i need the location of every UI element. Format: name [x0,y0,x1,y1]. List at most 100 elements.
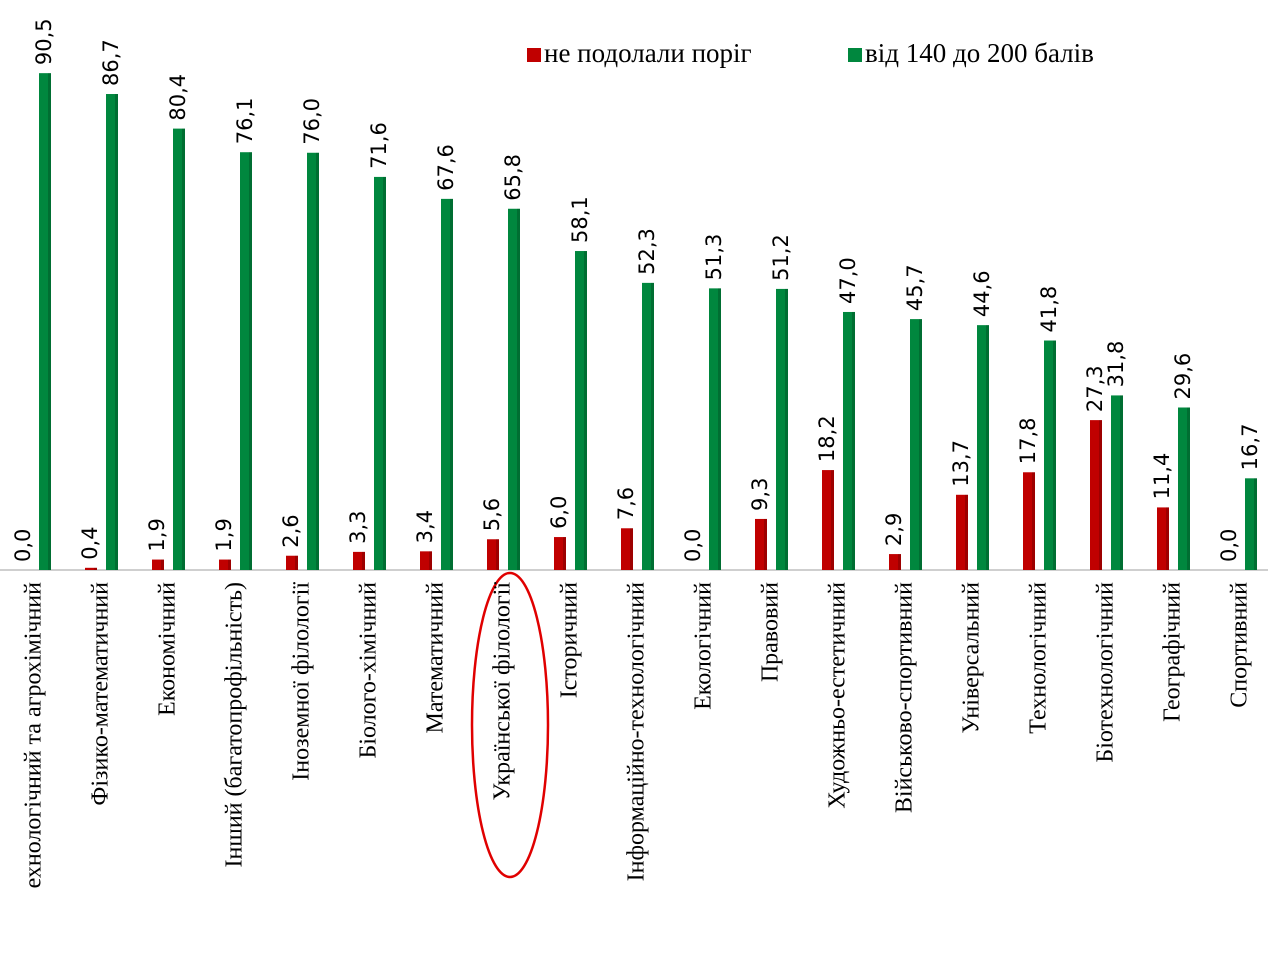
x-tick-label: Інформаційно-технологічний [624,582,650,881]
value-label: 58,1 [568,196,592,243]
value-label: 45,7 [903,264,927,311]
value-label: 76,1 [233,97,257,144]
bar [286,555,298,570]
bar-shade [898,554,901,570]
bar [977,325,989,570]
x-tick-label: Правовий [758,582,784,682]
bar [910,319,922,570]
bar-shade [316,152,319,570]
bar [755,518,767,570]
bar-shade [563,537,566,570]
bar [39,73,51,570]
x-tick-label: Іноземної філології [289,582,315,781]
bar-shade [630,528,633,570]
bar-shade [1120,395,1123,570]
x-tick-label: Біотехнологічний [1093,582,1119,763]
value-label: 13,7 [949,440,973,487]
value-label: 76,0 [300,98,324,145]
value-label: 86,7 [99,39,123,86]
value-label: 7,6 [614,487,638,520]
value-label: 11,4 [1150,453,1174,500]
bar [1090,420,1102,570]
value-label: 52,3 [635,228,659,275]
x-tick-label: Військово-спортивний [892,582,918,813]
bar [219,559,231,570]
bar [575,251,587,570]
bar-shade [450,198,453,570]
bar [374,176,386,570]
bar-shade [919,319,922,570]
legend-swatch [527,48,541,62]
bar [956,494,968,570]
bar [487,539,499,570]
value-label: 71,6 [367,122,391,169]
bar-shade [94,567,97,570]
bar [152,559,164,570]
value-label: 16,7 [1238,424,1262,471]
bar-shade [496,539,499,570]
bar [173,128,185,570]
value-label: 31,8 [1104,341,1128,388]
legend-label: від 140 до 200 балів [865,38,1094,68]
bar [843,311,855,570]
bar-shade [228,559,231,570]
value-label: 27,3 [1083,365,1107,412]
x-tick-label: Фізико-математичний [88,582,114,806]
value-label: 1,9 [145,518,169,551]
x-tick-label: ехнологічний та агрохімічний [21,582,47,889]
value-label: 80,4 [166,74,190,121]
bar-shade [852,311,855,570]
bar-shade [1053,340,1056,570]
value-label: 47,0 [836,257,860,304]
bar-shade [831,470,834,570]
bar [776,288,788,570]
value-label: 3,4 [413,510,437,543]
bar-shade [362,551,365,570]
value-label: 65,8 [501,154,525,201]
value-label: 17,8 [1016,418,1040,465]
bar [420,551,432,570]
bar [1178,407,1190,570]
value-label: 0,4 [78,526,102,559]
x-tick-label: Математичний [423,582,449,734]
bar [822,470,834,570]
bar-shade [1187,407,1190,570]
value-label: 67,6 [434,144,458,191]
bar-shade [965,494,968,570]
bar [1111,395,1123,570]
bar-shade [383,176,386,570]
value-label: 51,2 [769,234,793,281]
legend-label: не подолали поріг [544,38,752,68]
bar [642,282,654,570]
bar-shade [115,94,118,570]
bar-shade [651,282,654,570]
bar [709,288,721,570]
bar-shade [1032,472,1035,570]
value-label: 44,6 [970,270,994,317]
bar-shade [48,73,51,570]
bar-shade [718,288,721,570]
x-tick-label: Історичний [557,582,583,698]
value-label: 29,6 [1171,353,1195,400]
value-label: 9,3 [748,478,772,511]
value-label: 1,9 [212,518,236,551]
value-label: 2,6 [279,514,303,547]
value-label: 6,0 [547,496,571,529]
bar [1245,478,1257,570]
value-label: 2,9 [882,513,906,546]
x-tick-label: Біолого-хімічний [356,582,382,759]
bar [353,551,365,570]
legend-swatch [848,48,862,62]
bar-shade [249,152,252,570]
value-label: 51,3 [702,234,726,281]
x-tick-label: Екологічний [691,582,717,710]
x-tick-label: Спортивний [1227,582,1253,708]
bar-shade [1099,420,1102,570]
value-label: 0,0 [681,529,705,562]
x-tick-label: Української філології [490,582,516,801]
highlight-ellipse [470,571,550,879]
x-tick-label: Економічний [155,582,181,716]
bar-shade [517,208,520,570]
bar [508,208,520,570]
